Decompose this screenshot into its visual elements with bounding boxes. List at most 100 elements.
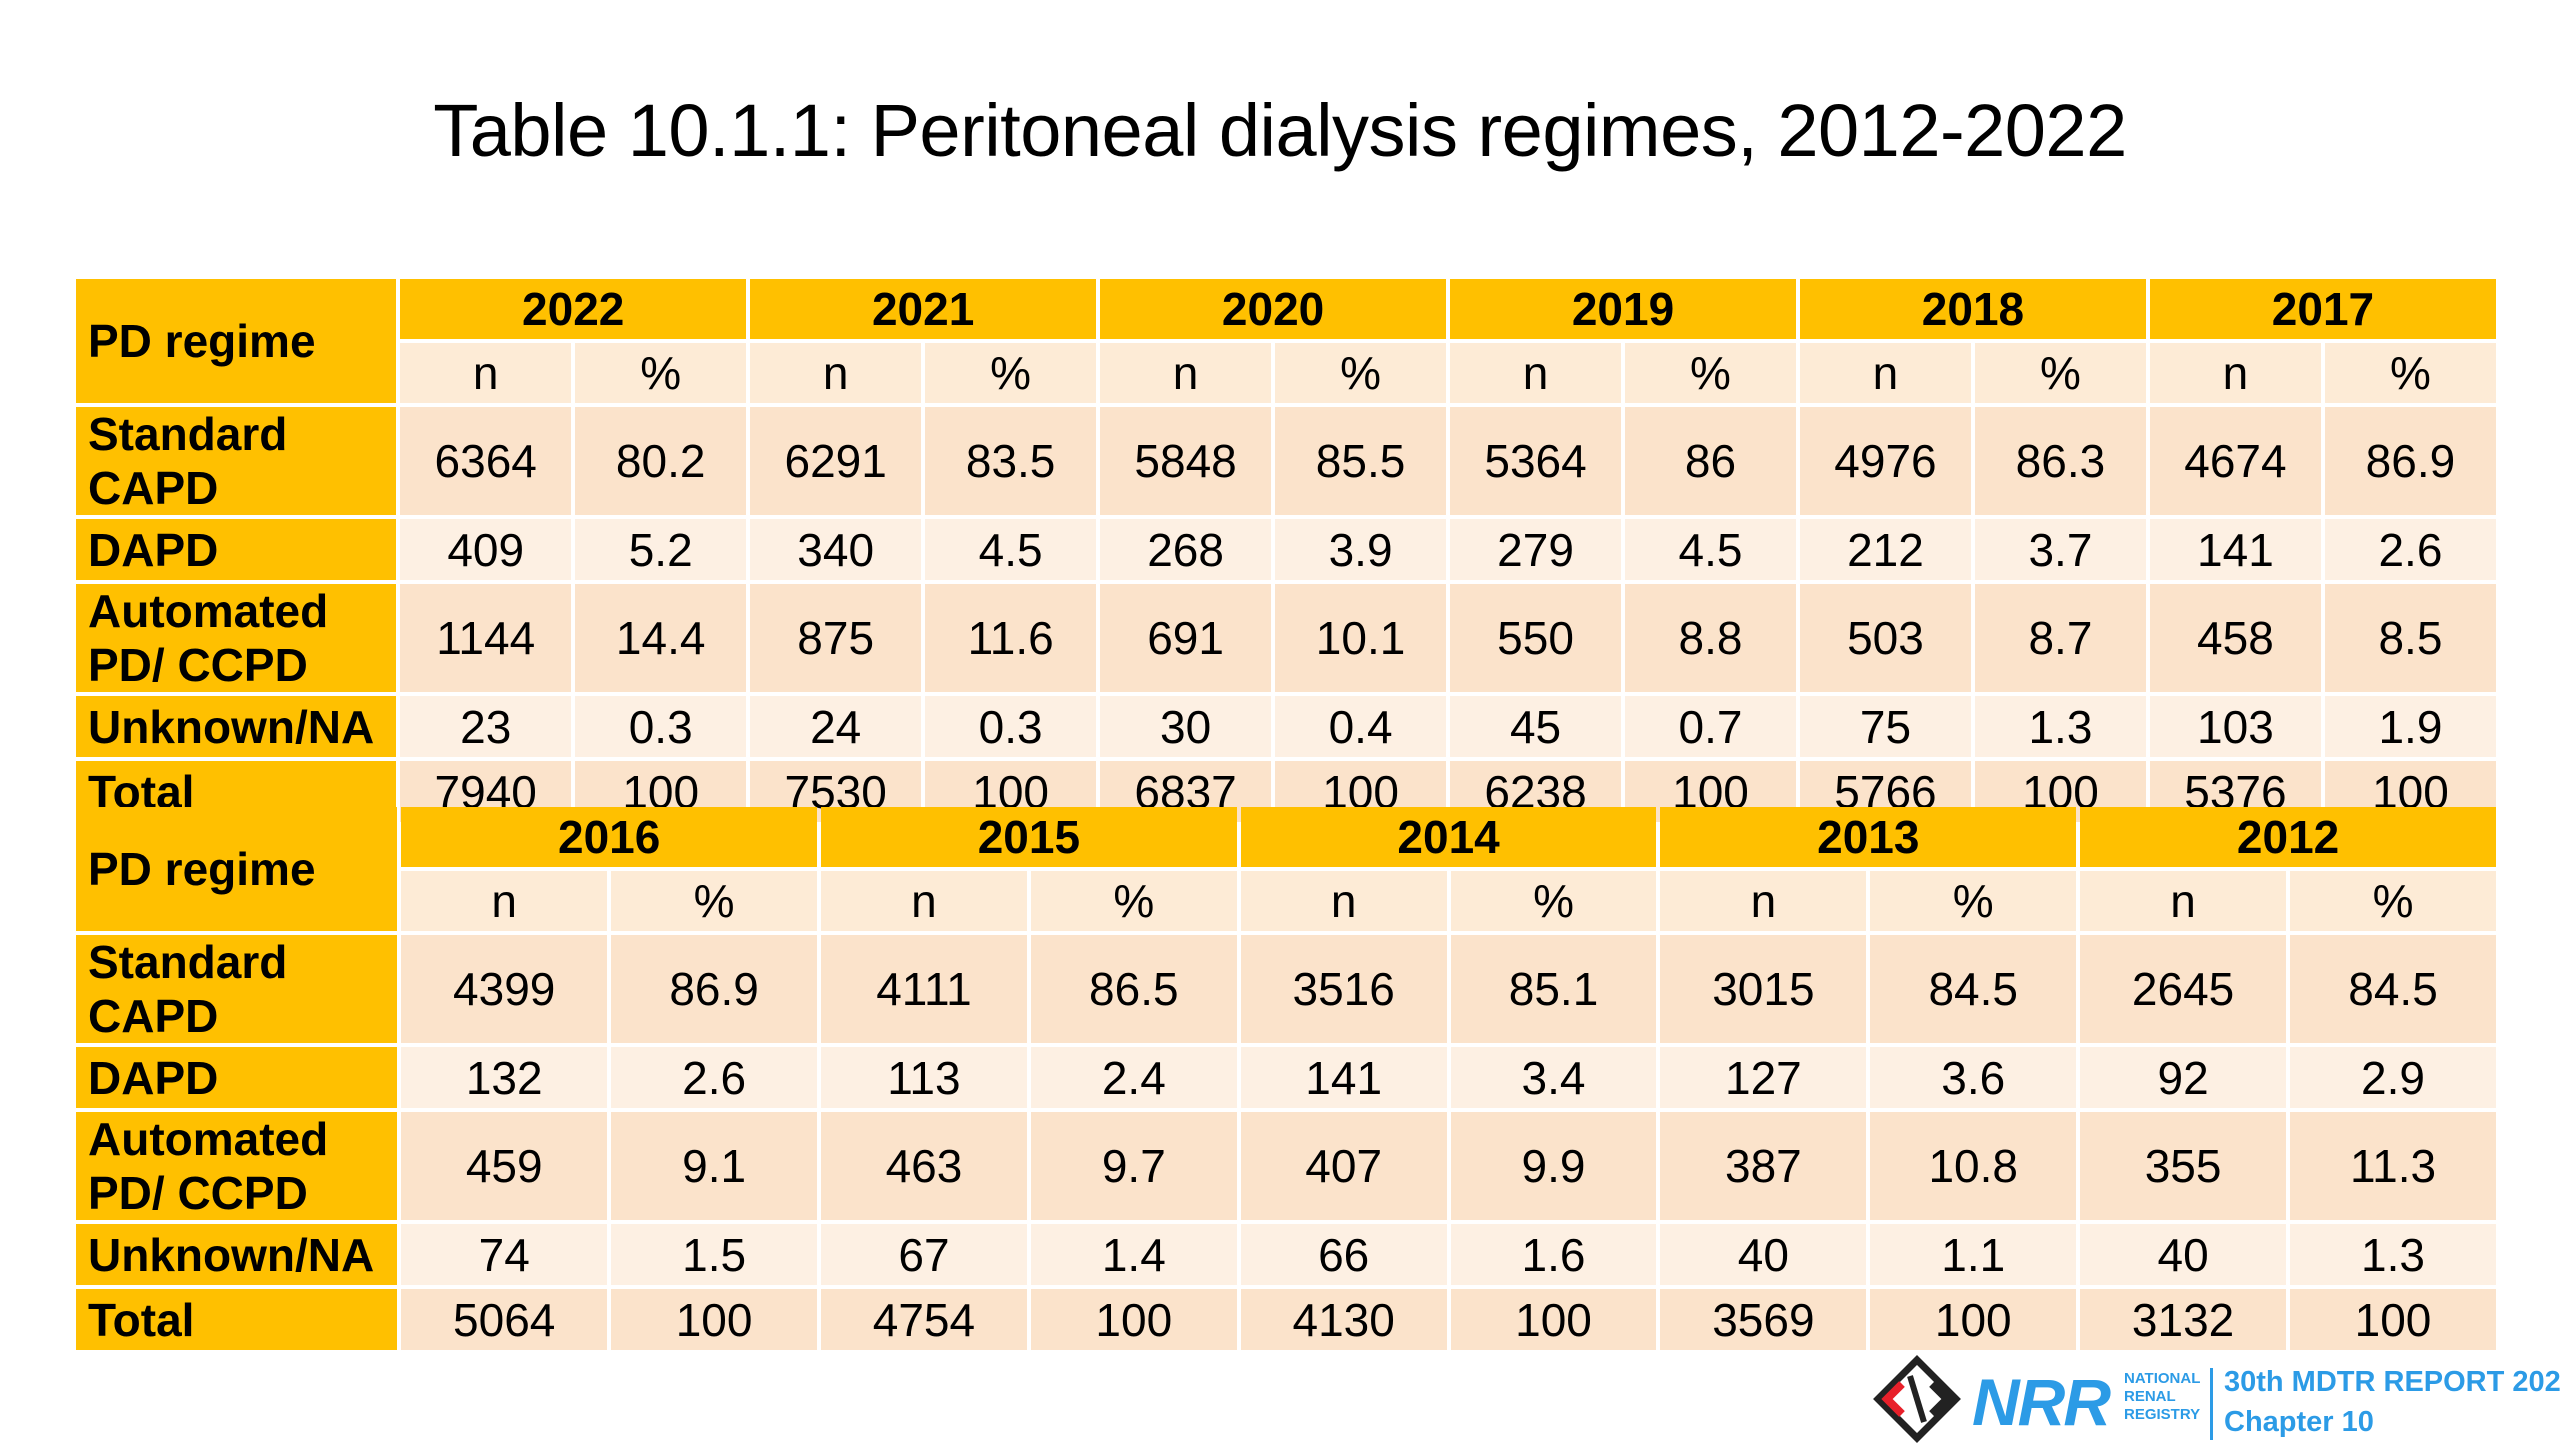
table-row: DAPD 132 2.6 113 2.4 141 3.4 127 3.6 92 2.9 <box>76 1047 2496 1108</box>
table-row: Unknown/NA 23 0.3 24 0.3 30 0.4 45 0.7 75 1.3 103 1.… <box>76 696 2496 757</box>
percent-cell: 86 <box>1625 407 1796 515</box>
percent-cell: 1.9 <box>2324 696 2496 757</box>
count-cell: 3516 <box>1240 935 1447 1043</box>
count-subheader: n <box>821 871 1027 931</box>
count-cell: 75 <box>1799 696 1971 757</box>
count-cell: 2645 <box>2080 935 2287 1043</box>
count-cell: 4111 <box>821 935 1027 1043</box>
count-cell: 409 <box>400 519 572 580</box>
count-cell: 407 <box>1240 1112 1447 1220</box>
count-cell: 4976 <box>1799 407 1971 515</box>
year-header: 2022 <box>400 279 747 339</box>
count-cell: 268 <box>1100 519 1272 580</box>
count-cell: 387 <box>1660 1112 1867 1220</box>
count-subheader: n <box>400 343 572 403</box>
percent-cell: 4.5 <box>1625 519 1796 580</box>
row-label: Standard CAPD <box>76 935 398 1043</box>
nrr-logo-text: NRR <box>1972 1365 2111 1439</box>
registry-logo-icon <box>1873 1355 1961 1443</box>
count-cell: 24 <box>750 696 922 757</box>
percent-subheader: % <box>1870 871 2077 931</box>
percent-cell: 0.7 <box>1625 696 1796 757</box>
row-label: Automated PD/ CCPD <box>76 1112 398 1220</box>
row-label: Standard CAPD <box>76 407 397 515</box>
count-subheader: n <box>2149 343 2321 403</box>
count-cell: 74 <box>401 1224 608 1285</box>
count-cell: 4754 <box>821 1289 1027 1350</box>
table-row: DAPD 409 5.2 340 4.5 268 3.9 279 4.5 212 3.7 141 2.6 <box>76 519 2496 580</box>
count-cell: 463 <box>821 1112 1027 1220</box>
count-cell: 5064 <box>401 1289 608 1350</box>
percent-cell: 100 <box>611 1289 818 1350</box>
percent-subheader: % <box>1974 343 2146 403</box>
count-cell: 5364 <box>1450 407 1622 515</box>
count-cell: 4674 <box>2149 407 2321 515</box>
footer-divider <box>2210 1368 2213 1440</box>
count-cell: 458 <box>2149 584 2321 692</box>
percent-subheader: % <box>611 871 818 931</box>
count-cell: 30 <box>1100 696 1272 757</box>
chapter-label: Chapter 10 <box>2224 1406 2374 1438</box>
percent-cell: 3.9 <box>1275 519 1447 580</box>
count-subheader: n <box>1450 343 1622 403</box>
percent-cell: 0.4 <box>1275 696 1447 757</box>
table-row: Total 5064 100 4754 100 4130 100 3569 100 3132 100 <box>76 1289 2496 1350</box>
count-cell: 3569 <box>1660 1289 1867 1350</box>
percent-cell: 8.7 <box>1974 584 2146 692</box>
count-cell: 127 <box>1660 1047 1867 1108</box>
percent-cell: 11.6 <box>925 584 1097 692</box>
count-cell: 4399 <box>401 935 608 1043</box>
percent-subheader: % <box>575 343 747 403</box>
count-cell: 40 <box>1660 1224 1867 1285</box>
percent-cell: 1.5 <box>611 1224 818 1285</box>
year-header: 2013 <box>1660 807 2077 867</box>
percent-subheader: % <box>2290 871 2496 931</box>
percent-cell: 86.3 <box>1974 407 2146 515</box>
count-cell: 3015 <box>1660 935 1867 1043</box>
row-label: DAPD <box>76 519 397 580</box>
pd-regime-header: PD regime <box>76 279 397 403</box>
percent-cell: 10.1 <box>1275 584 1447 692</box>
percent-cell: 86.5 <box>1030 935 1237 1043</box>
percent-cell: 100 <box>2290 1289 2496 1350</box>
count-cell: 6364 <box>400 407 572 515</box>
percent-cell: 3.4 <box>1450 1047 1657 1108</box>
percent-cell: 85.5 <box>1275 407 1447 515</box>
count-cell: 503 <box>1799 584 1971 692</box>
percent-cell: 80.2 <box>575 407 747 515</box>
percent-subheader: % <box>1275 343 1447 403</box>
percent-cell: 100 <box>1870 1289 2077 1350</box>
logo-word: REGISTRY <box>2124 1406 2201 1423</box>
year-header: 2019 <box>1450 279 1796 339</box>
percent-cell: 3.7 <box>1974 519 2146 580</box>
percent-cell: 1.6 <box>1450 1224 1657 1285</box>
count-cell: 459 <box>401 1112 608 1220</box>
percent-cell: 8.5 <box>2324 584 2496 692</box>
count-cell: 6291 <box>750 407 922 515</box>
count-cell: 92 <box>2080 1047 2287 1108</box>
count-cell: 3132 <box>2080 1289 2287 1350</box>
percent-cell: 9.7 <box>1030 1112 1237 1220</box>
percent-cell: 9.9 <box>1450 1112 1657 1220</box>
percent-cell: 1.4 <box>1030 1224 1237 1285</box>
percent-subheader: % <box>1625 343 1796 403</box>
percent-cell: 2.9 <box>2290 1047 2496 1108</box>
percent-cell: 3.6 <box>1870 1047 2077 1108</box>
count-cell: 66 <box>1240 1224 1447 1285</box>
year-header: 2012 <box>2080 807 2496 867</box>
percent-cell: 5.2 <box>575 519 747 580</box>
percent-cell: 14.4 <box>575 584 747 692</box>
percent-cell: 2.4 <box>1030 1047 1237 1108</box>
count-cell: 340 <box>750 519 922 580</box>
report-title: 30th MDTR REPORT 2022 <box>2224 1366 2560 1398</box>
percent-cell: 8.8 <box>1625 584 1796 692</box>
percent-subheader: % <box>925 343 1097 403</box>
percent-cell: 83.5 <box>925 407 1097 515</box>
year-header: 2018 <box>1799 279 2146 339</box>
count-subheader: n <box>401 871 608 931</box>
registry-full-name: NATIONAL RENAL REGISTRY <box>2124 1370 2204 1424</box>
count-cell: 691 <box>1100 584 1272 692</box>
count-cell: 4130 <box>1240 1289 1447 1350</box>
count-cell: 355 <box>2080 1112 2287 1220</box>
count-cell: 875 <box>750 584 922 692</box>
